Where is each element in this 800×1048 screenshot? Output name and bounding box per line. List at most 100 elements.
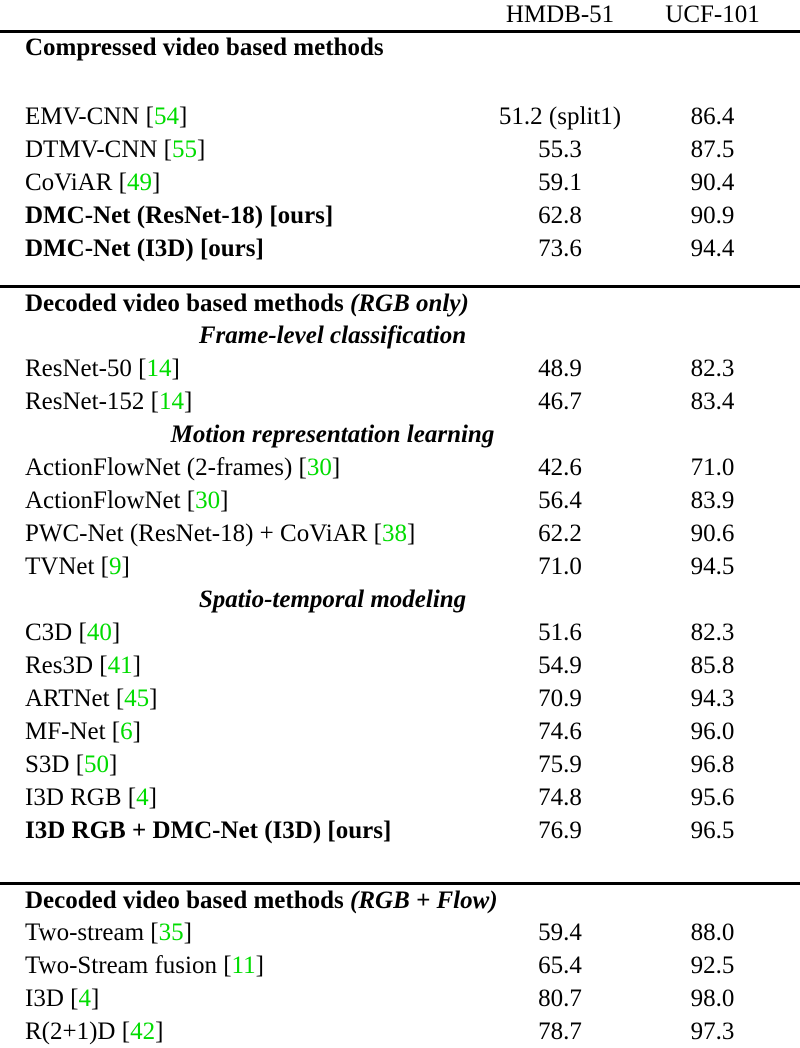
table-header-row: HMDB-51 UCF-101	[0, 0, 800, 30]
method-bracket: ]	[132, 652, 141, 679]
ucf-value: 97.3	[690, 1018, 735, 1045]
citation-link[interactable]: 30	[306, 454, 332, 481]
hmdb-value: 48.9	[538, 355, 582, 382]
horizontal-rule	[0, 285, 800, 288]
method-label: DMC-Net (I3D) [ours]	[25, 235, 264, 262]
ucf-value: 90.9	[690, 202, 735, 229]
table-row: DTMV-CNN [55] 55.3 87.5	[0, 133, 800, 166]
citation-link[interactable]: 55	[172, 136, 197, 163]
method-cell: ARTNet [45]	[0, 682, 480, 715]
hmdb-value: 42.6	[538, 454, 582, 481]
method-cell: ResNet-50 [14]	[0, 352, 480, 385]
method-cell: PWC-Net (ResNet-18) + CoViAR [38]	[0, 517, 480, 550]
citation-link[interactable]: 54	[153, 103, 179, 130]
method-cell: EMV-CNN [54]	[0, 100, 480, 133]
method-cell: MF-Net [6]	[0, 715, 480, 748]
citation-link[interactable]: 11	[231, 952, 256, 979]
citation-link[interactable]: 14	[159, 388, 184, 415]
method-cell: Res3D [41]	[0, 649, 480, 682]
hmdb-value: 75.9	[538, 751, 582, 778]
method-cell: C3D [40]	[0, 616, 480, 649]
citation-link[interactable]: 38	[382, 520, 407, 547]
method-label: Two-stream [	[25, 919, 159, 946]
citation-link[interactable]: 9	[109, 553, 122, 580]
method-label: C3D [	[25, 619, 87, 646]
citation-link[interactable]: 14	[146, 355, 172, 382]
table-row: CoViAR [49] 59.1 90.4	[0, 166, 800, 199]
spacer	[0, 265, 800, 285]
spacer	[0, 63, 800, 100]
hmdb-value: 51.2 (split1)	[498, 103, 622, 130]
method-label: EMV-CNN [	[25, 103, 154, 130]
method-cell: I3D RGB + DMC-Net (I3D) [ours]	[0, 814, 480, 847]
citation-link[interactable]: 35	[158, 919, 184, 946]
section-title: Compressed video based methods	[25, 34, 384, 61]
method-bracket: ]	[178, 103, 188, 130]
hmdb-value: 62.2	[538, 520, 582, 547]
table-row-ours: DMC-Net (I3D) [ours] 73.6 94.4	[0, 232, 800, 265]
method-bracket: ]	[155, 1018, 164, 1045]
ucf-value: 90.4	[690, 169, 735, 196]
method-bracket: ]	[148, 784, 157, 811]
subsection-heading-frame-level: Frame-level classification	[198, 322, 467, 349]
hmdb-value: 80.7	[538, 985, 582, 1012]
citation-link[interactable]: 30	[195, 487, 221, 514]
section-heading-rgb-only: Decoded video based methods (RGB only)	[0, 288, 800, 319]
table-row-ours: I3D RGB + DMC-Net (I3D) [ours] 76.9 96.5	[0, 814, 800, 847]
method-cell: CoViAR [49]	[0, 166, 480, 199]
method-label: TVNet [	[25, 553, 109, 580]
citation-link[interactable]: 6	[120, 718, 133, 745]
ucf-value: 71.0	[690, 454, 735, 481]
method-bracket: ]	[220, 487, 229, 514]
method-cell: Two-Stream fusion [11]	[0, 949, 480, 982]
table-row: Res3D [41] 54.9 85.8	[0, 649, 800, 682]
method-label: Res3D [	[25, 652, 108, 679]
method-label: ARTNet [	[25, 685, 125, 712]
method-label: CoViAR [	[25, 169, 127, 196]
ucf-value: 86.4	[690, 103, 735, 130]
citation-link[interactable]: 4	[136, 784, 149, 811]
method-label: Two-Stream fusion [	[25, 952, 232, 979]
table-row: EMV-CNN [54] 51.2 (split1) 86.4	[0, 100, 800, 133]
hmdb-value: 74.6	[538, 718, 582, 745]
method-cell: DMC-Net (I3D) [ours]	[0, 232, 480, 265]
method-cell: Two-stream [35]	[0, 916, 480, 949]
citation-link[interactable]: 40	[86, 619, 112, 646]
method-bracket: ]	[132, 718, 141, 745]
method-cell: S3D [50]	[0, 748, 480, 781]
citation-link[interactable]: 4	[78, 985, 91, 1012]
table-row: TVNet [9] 71.0 94.5	[0, 550, 800, 583]
ucf-value: 98.0	[690, 985, 735, 1012]
subsection-heading-motion-representation: Motion representation learning	[170, 421, 495, 448]
method-label: ActionFlowNet [	[25, 487, 196, 514]
citation-link[interactable]: 49	[126, 169, 152, 196]
method-bracket: ]	[331, 454, 341, 481]
hmdb-value: 70.9	[538, 685, 582, 712]
table-row: I3D [4] 80.7 98.0	[0, 982, 800, 1015]
citation-link[interactable]: 50	[84, 751, 110, 778]
method-label: I3D RGB + DMC-Net (I3D) [ours]	[25, 817, 392, 844]
table-row: C3D [40] 51.6 82.3	[0, 616, 800, 649]
hmdb-value: 54.9	[538, 652, 582, 679]
method-cell: I3D RGB [4]	[0, 781, 480, 814]
subsection-heading-spatio-temporal: Spatio-temporal modeling	[198, 586, 467, 613]
ucf-value: 96.8	[690, 751, 735, 778]
ucf-value: 83.9	[690, 487, 735, 514]
method-bracket: ]	[197, 136, 206, 163]
table-row: ResNet-50 [14] 48.9 82.3	[0, 352, 800, 385]
method-cell: I3D [4]	[0, 982, 480, 1015]
ucf-value: 94.5	[690, 553, 735, 580]
citation-link[interactable]: 45	[124, 685, 150, 712]
method-label: S3D [	[25, 751, 85, 778]
ucf-value: 96.0	[690, 718, 735, 745]
citation-link[interactable]: 41	[107, 652, 133, 679]
spacer	[0, 847, 800, 882]
hmdb-value: 56.4	[538, 487, 582, 514]
hmdb-value: 51.6	[538, 619, 582, 646]
hmdb-value: 55.3	[538, 136, 582, 163]
ucf-value: 82.3	[690, 355, 735, 382]
citation-link[interactable]: 42	[130, 1018, 156, 1045]
table-row: ResNet-152 [14] 46.7 83.4	[0, 385, 800, 418]
method-bracket: ]	[121, 553, 130, 580]
